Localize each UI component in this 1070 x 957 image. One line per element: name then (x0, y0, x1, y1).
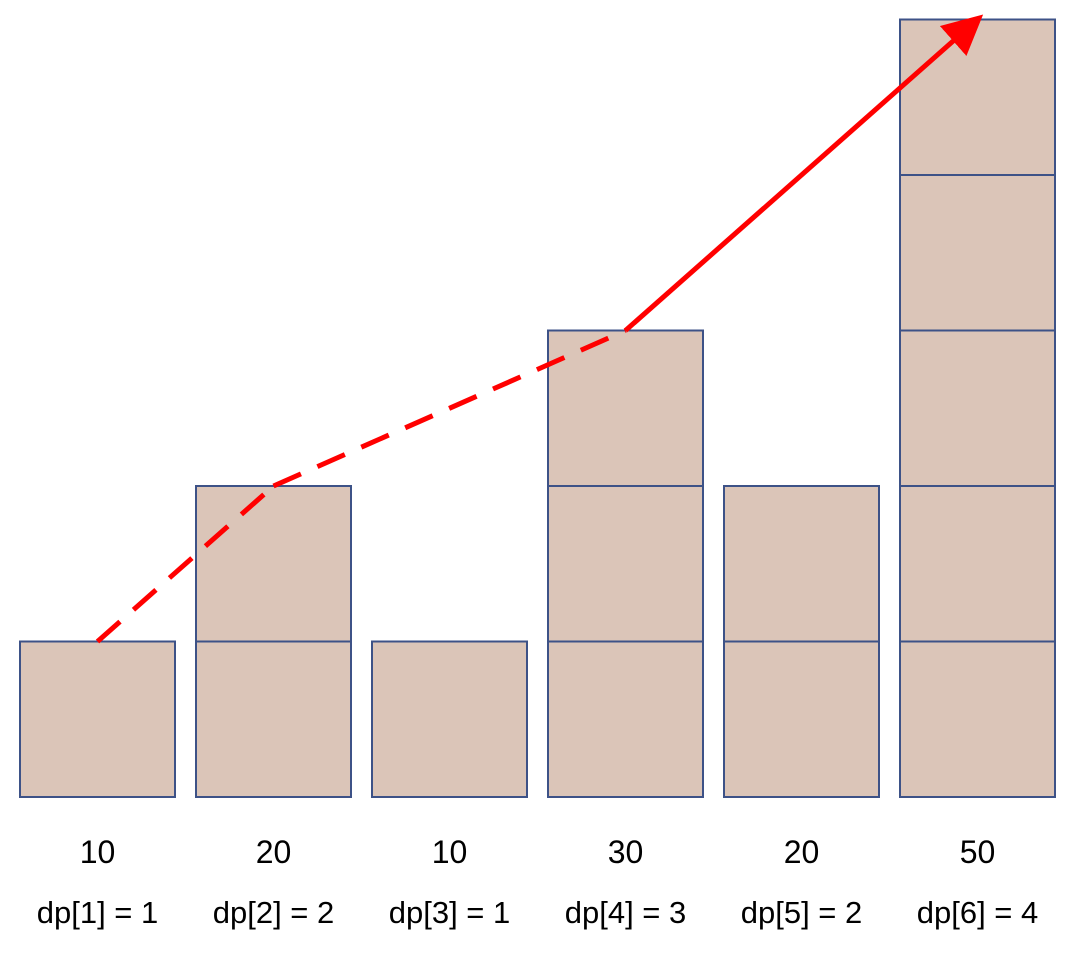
value-label: 50 (960, 834, 996, 870)
block (899, 485, 1056, 643)
dp-label: dp[4] = 3 (565, 895, 687, 930)
block (899, 640, 1056, 798)
block (195, 485, 352, 643)
column-2 (195, 485, 352, 798)
block (547, 485, 704, 643)
path-segment-2 (272, 328, 627, 489)
value-label: 30 (608, 834, 644, 870)
block (899, 329, 1056, 487)
column-labels: 10 dp[1] = 1 20 dp[2] = 2 10 dp[3] = 1 30 dp[4]… (37, 834, 1039, 930)
value-label: 10 (432, 834, 468, 870)
value-label: 20 (784, 834, 820, 870)
dp-label: dp[2] = 2 (213, 895, 335, 930)
column-3 (371, 640, 528, 798)
block (723, 640, 880, 798)
path-segment-3 (623, 14, 984, 333)
block-columns (19, 18, 1056, 798)
block (19, 640, 176, 798)
value-label: 20 (256, 834, 292, 870)
block (547, 329, 704, 487)
increasing-subsequence-path (95, 14, 984, 644)
value-label: 10 (80, 834, 116, 870)
block (723, 485, 880, 643)
block (547, 640, 704, 798)
column-1 (19, 640, 176, 798)
column-4 (547, 329, 704, 798)
column-6 (899, 18, 1056, 798)
block (899, 174, 1056, 332)
dp-label: dp[1] = 1 (37, 895, 159, 930)
dp-label: dp[5] = 2 (741, 895, 863, 930)
path-segment-1 (95, 484, 276, 644)
dp-label: dp[3] = 1 (389, 895, 511, 930)
block (371, 640, 528, 798)
column-5 (723, 485, 880, 798)
block (195, 640, 352, 798)
dp-label: dp[6] = 4 (917, 895, 1039, 930)
block (899, 18, 1056, 176)
